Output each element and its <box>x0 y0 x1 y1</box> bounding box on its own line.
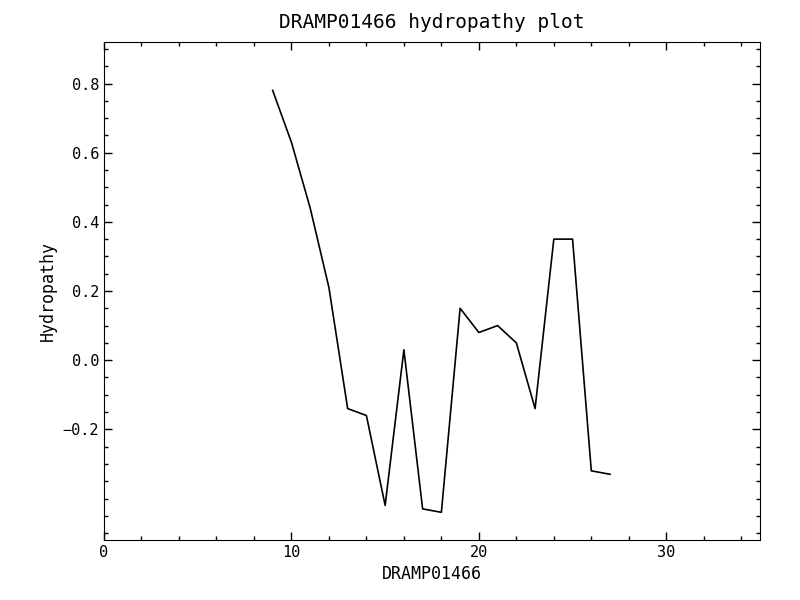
Y-axis label: Hydropathy: Hydropathy <box>39 241 57 341</box>
Title: DRAMP01466 hydropathy plot: DRAMP01466 hydropathy plot <box>279 13 585 32</box>
X-axis label: DRAMP01466: DRAMP01466 <box>382 565 482 583</box>
